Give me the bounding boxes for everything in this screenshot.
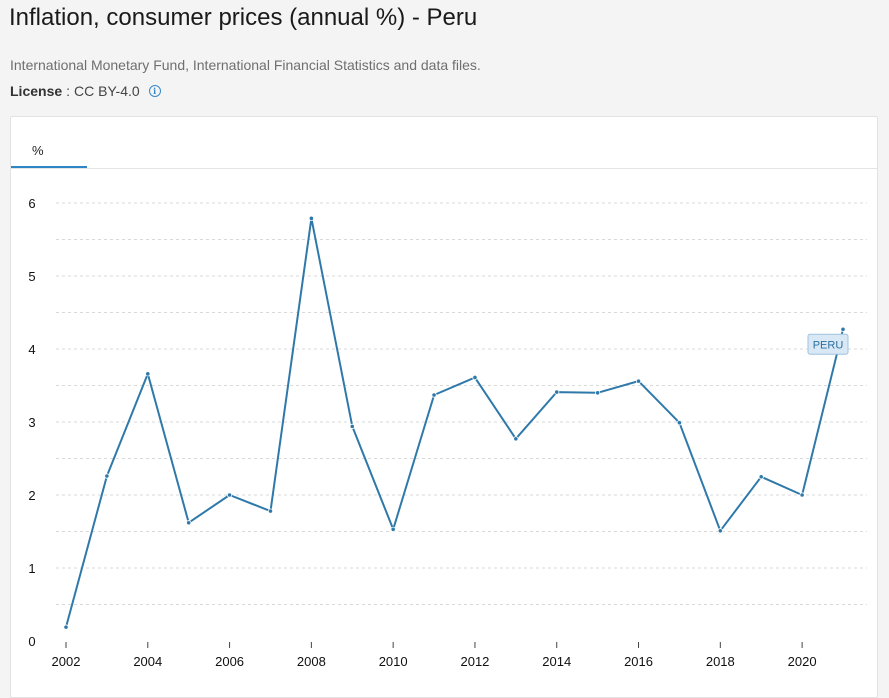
- data-point: [349, 423, 355, 429]
- series-label: PERU: [813, 339, 844, 351]
- source-text: International Monetary Fund, Internation…: [10, 57, 481, 73]
- y-tick-label: 6: [28, 196, 35, 211]
- data-point: [145, 371, 151, 377]
- data-point: [308, 215, 314, 221]
- data-point: [186, 520, 192, 526]
- x-tick-label: 2018: [706, 654, 735, 669]
- data-point: [63, 624, 69, 630]
- data-point: [595, 390, 601, 396]
- data-point: [717, 528, 723, 534]
- data-point: [840, 326, 846, 332]
- license-row: License : CC BY-4.0 i: [10, 83, 161, 99]
- tab-divider: [11, 168, 877, 169]
- x-tick-label: 2006: [215, 654, 244, 669]
- x-tick-label: 2010: [379, 654, 408, 669]
- license-label: License: [10, 83, 63, 99]
- tab-percent[interactable]: %: [11, 117, 87, 169]
- license-value: CC BY-4.0: [74, 83, 140, 99]
- info-icon[interactable]: i: [148, 84, 161, 97]
- data-point: [799, 492, 805, 498]
- x-tick-label: 2008: [297, 654, 326, 669]
- data-point: [390, 526, 396, 532]
- y-tick-label: 3: [28, 415, 35, 430]
- chart-card: % 0 1 2 3 4 5 6 2002 2004 2006 2008 2010 2012 2014 201…: [10, 116, 878, 698]
- x-tick-label: 2004: [133, 654, 162, 669]
- data-point: [226, 492, 233, 498]
- data-point: [267, 508, 274, 514]
- data-point: [676, 420, 683, 426]
- y-tick-label: 1: [28, 561, 35, 576]
- tab-active-indicator: [11, 166, 87, 169]
- x-tick-label: 2014: [542, 654, 571, 669]
- data-point: [554, 389, 560, 395]
- y-tick-label: 5: [28, 269, 35, 284]
- data-point: [104, 473, 110, 479]
- data-point: [431, 392, 437, 398]
- data-point: [758, 474, 764, 480]
- x-tick-label: 2020: [788, 654, 817, 669]
- data-point: [635, 378, 642, 384]
- line-chart: 0 1 2 3 4 5 6 2002 2004 2006 2008 2010 2012 2014 2016 2…: [28, 196, 867, 669]
- y-tick-label: 4: [28, 342, 35, 357]
- series-line: [65, 217, 844, 629]
- data-point: [472, 374, 478, 381]
- series-label-box: [807, 333, 849, 355]
- x-tick-label: 2012: [460, 654, 489, 669]
- tab-label: %: [32, 143, 44, 158]
- license-separator: :: [66, 83, 71, 99]
- y-tick-label: 2: [28, 488, 35, 503]
- data-point: [513, 436, 519, 442]
- x-tick-label: 2002: [52, 654, 81, 669]
- y-tick-label: 0: [28, 634, 35, 649]
- page-title: Inflation, consumer prices (annual %) - …: [9, 4, 478, 31]
- x-tick-label: 2016: [624, 654, 653, 669]
